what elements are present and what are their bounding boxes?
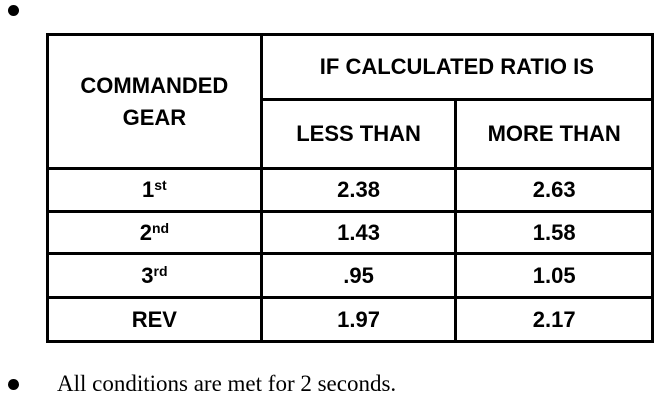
- gear: 3: [141, 262, 154, 288]
- gear-cell: 2nd: [46, 210, 263, 255]
- gear-cell: REV: [46, 296, 263, 343]
- ratio-table: COMMANDED GEAR IF CALCULATED RATIO IS LE…: [46, 33, 655, 343]
- bullet: [8, 379, 19, 390]
- more-than-cell: 2.17: [454, 296, 654, 343]
- header-less: LESS THAN: [259, 98, 458, 170]
- table-row: 2nd 1.43 1.58: [46, 210, 654, 255]
- gear-cell: 3rd: [46, 252, 263, 299]
- table-row: REV 1.97 2.17: [46, 296, 654, 343]
- table-body: 1st 2.38 2.63 2nd 1.43 1.58 3rd .95 1.05 REV 1.97 2…: [46, 167, 654, 343]
- gear: 2: [139, 219, 152, 245]
- note: All conditions are met for 2 seconds.: [57, 371, 397, 396]
- gear-suffix: rd: [153, 262, 168, 279]
- header-more: MORE THAN: [454, 98, 654, 170]
- table-row: 3rd .95 1.05: [46, 252, 654, 299]
- more-than-cell: 2.63: [454, 167, 654, 213]
- header-text: COMMANDED GEAR: [80, 72, 229, 130]
- header-group: IF CALCULATED RATIO IS: [259, 33, 655, 101]
- gear-suffix: st: [154, 177, 167, 193]
- less-than-cell: .95: [259, 252, 458, 299]
- more-than-cell: 1.58: [454, 210, 654, 255]
- more-than-cell: 1.05: [454, 252, 654, 299]
- less-than-cell: 1.43: [259, 210, 458, 255]
- less-than-cell: 1.97: [259, 296, 458, 343]
- header-gear: COMMANDED GEAR: [46, 33, 263, 170]
- gear-suffix: nd: [151, 219, 170, 236]
- gear: 1: [142, 177, 155, 202]
- less-than-cell: 2.38: [259, 167, 458, 213]
- gear: REV: [131, 306, 177, 332]
- bullet: [8, 5, 19, 16]
- gear-cell: 1st: [46, 167, 263, 213]
- table-row: 1st 2.38 2.63: [46, 167, 654, 213]
